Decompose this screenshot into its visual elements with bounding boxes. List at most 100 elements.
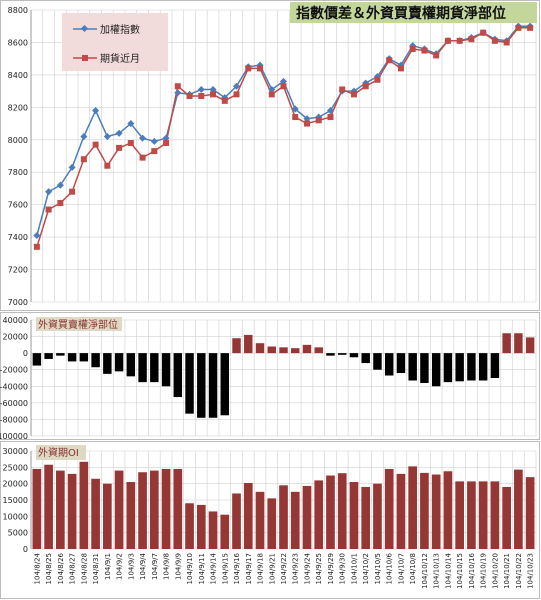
oi-bar [243,483,253,549]
x-tick-label: 104/10/5 [374,553,382,584]
oi-bar [384,468,394,549]
futures-point [198,92,205,99]
futures-point [339,86,346,93]
x-axis-date-labels: 104/8/24 104/8/25 104/8/26 104/8/27 104/8/28… [33,552,534,588]
futures-point [221,97,228,104]
futures-point [350,91,357,98]
oi-bar [337,473,347,549]
futures-point [69,188,76,195]
futures-point [174,83,181,90]
futures-point [104,162,111,169]
futures-point [280,83,287,90]
x-tick-label: 104/9/9 [174,553,182,580]
x-tick-label: 104/9/22 [280,553,288,584]
index-point [139,134,147,142]
futures-point [374,76,381,83]
oi-y-tick-label: 10000 [3,512,28,521]
net-position-bar [114,353,124,372]
oi-bar [502,486,511,549]
x-tick-label: 104/8/27 [69,553,77,584]
oi-y-tick-label: 5000 [8,529,28,538]
x-tick-label: 104/10/2 [362,553,370,584]
oi-bars [32,461,535,549]
oi-bar [126,482,136,549]
x-tick-label: 104/9/11 [198,553,206,584]
futures-point [315,117,322,124]
x-tick-label: 104/9/16 [233,552,241,584]
line-chart-y-tick-label: 7800 [8,168,28,177]
net-position-bar [150,353,159,383]
oi-title-box [36,445,86,460]
futures-point [139,154,146,161]
x-tick-label: 104/9/1 [104,553,112,580]
x-tick-label: 104/10/22 [515,553,523,589]
index-point [303,115,311,123]
futures-point [80,156,87,163]
index-point [33,231,41,240]
x-tick-label: 104/9/2 [116,553,124,580]
x-tick-label: 104/10/21 [503,553,511,589]
net-position-bars [32,333,535,418]
net-position-bar [185,353,194,414]
x-tick-label: 104/10/13 [433,553,441,589]
x-tick-label: 104/9/23 [292,553,300,584]
x-tick-label: 104/9/3 [127,553,135,580]
index-point [326,107,335,115]
x-tick-label: 104/10/6 [386,552,394,584]
x-tick-label: 104/10/8 [409,553,417,584]
net-position-bar [302,344,312,354]
futures-point [57,200,64,207]
net-position-y-tick-label: -40000 [0,382,28,391]
oi-bar [173,468,183,549]
futures-point [515,24,522,31]
main-title-box [290,2,537,23]
oi-bar [478,481,488,549]
futures-point [421,47,428,54]
net-position-bar [396,353,406,374]
oi-bar [408,466,418,549]
oi-bar [185,503,194,549]
net-position-bar [197,353,206,418]
net-position-bar [349,353,359,358]
x-tick-label: 104/10/14 [444,552,452,588]
index-point [174,89,182,97]
oi-bar [161,468,171,549]
x-tick-label: 104/9/30 [339,553,347,584]
x-tick-label: 104/9/17 [245,553,253,584]
index-point [291,105,299,113]
x-tick-label: 104/10/23 [527,553,535,589]
net-position-bar [173,353,183,398]
oi-bar [467,481,476,549]
line-chart-gridlines [30,9,537,303]
oi-bar [91,478,100,549]
x-tick-label: 104/10/12 [421,553,429,589]
net-position-y-tick-label: 20000 [3,333,28,342]
x-tick-label: 104/9/18 [257,553,265,584]
net-position-bar [138,353,147,383]
oi-y-tick-label: 15000 [3,496,28,505]
futures-point [362,83,369,90]
futures-point [210,91,217,98]
oi-bar [525,477,535,549]
net-position-y-tick-label: -80000 [0,415,28,424]
oi-bar [490,481,500,549]
oi-bar [373,483,382,549]
oi-bar [361,486,371,549]
futures-point [257,65,264,72]
futures-point [456,37,463,44]
futures-point [151,148,158,155]
line-chart-y-tick-label: 7200 [8,266,28,275]
net-position-y-tick-label: 0 [23,349,28,358]
net-position-bar [490,353,500,378]
line-chart-y-tick-label: 8400 [8,71,28,80]
x-tick-label: 104/8/31 [92,553,100,584]
oi-bar [314,480,324,549]
line-chart-series [33,22,534,250]
net-position-bar [103,353,112,374]
net-position-bar [232,338,241,354]
line-chart-y-tick-label: 8200 [8,103,28,112]
futures-point [163,140,170,147]
oi-y-tick-label: 30000 [3,447,28,456]
x-tick-label: 104/9/10 [186,553,194,584]
